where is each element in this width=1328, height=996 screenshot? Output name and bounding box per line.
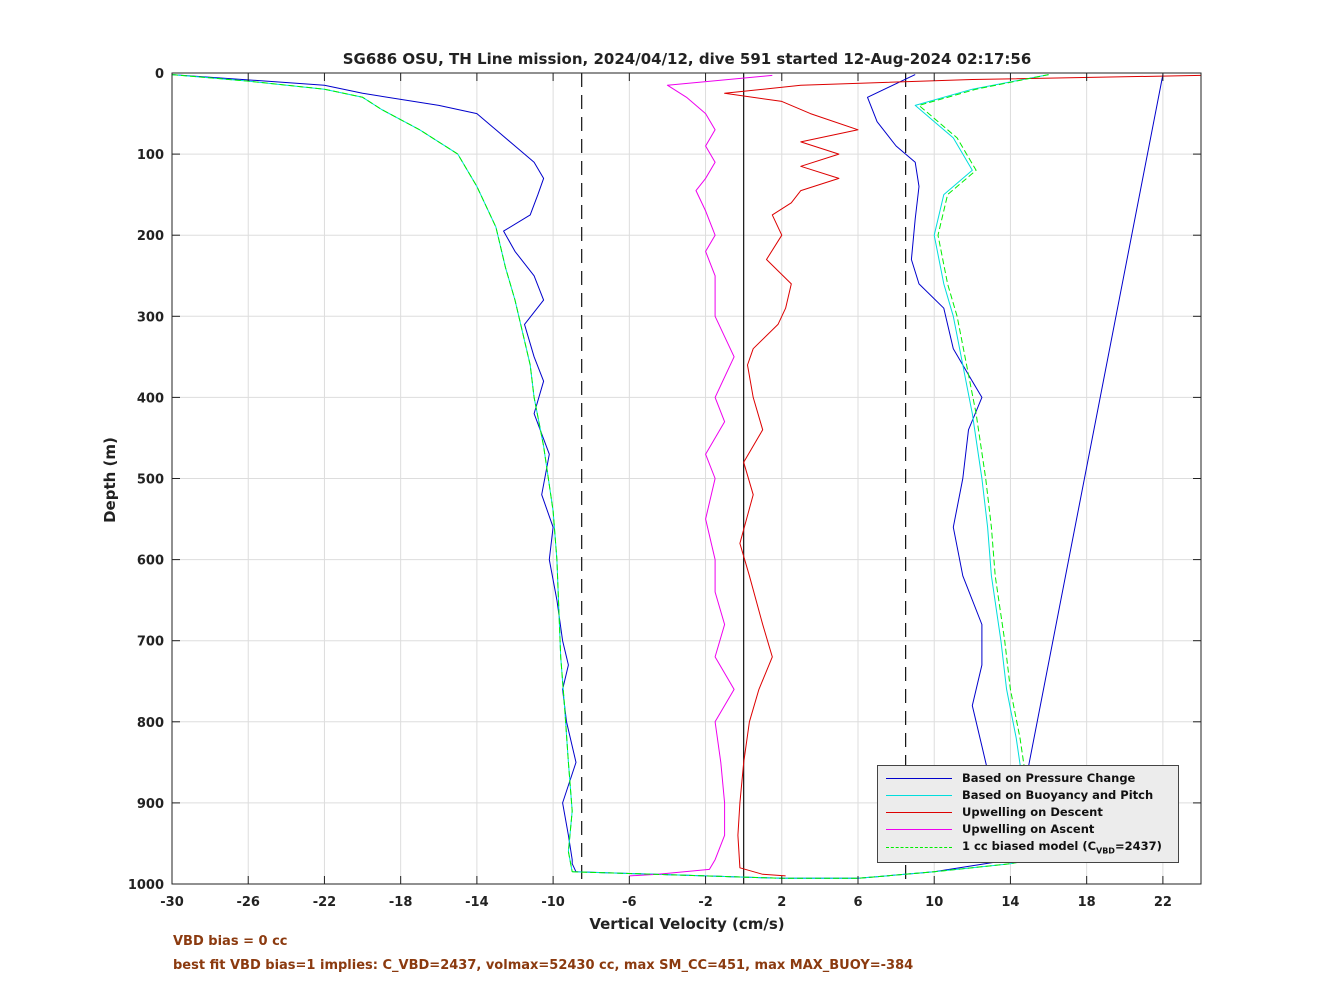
x-tick-label: -10 <box>541 895 565 910</box>
y-tick-label: 300 <box>137 310 164 325</box>
legend-entry-descent: Upwelling on Descent <box>886 804 1103 820</box>
series-line-3 <box>629 74 773 877</box>
series-line-1 <box>914 74 1049 860</box>
best-fit-note: best fit VBD bias=1 implies: C_VBD=2437,… <box>173 958 914 973</box>
y-axis-label: Depth (m) <box>101 437 119 523</box>
x-tick-label: -2 <box>698 895 712 910</box>
x-tick-label: -6 <box>622 895 636 910</box>
vbd-bias-note: VBD bias = 0 cc <box>173 934 288 949</box>
legend-label-buoyancy: Based on Buoyancy and Pitch <box>962 788 1154 802</box>
legend-label-model: 1 cc biased model (CVBD=2437) <box>962 838 1162 856</box>
y-tick-label: 200 <box>137 229 164 244</box>
x-tick-label: 2 <box>777 895 786 910</box>
legend-label-pressure: Based on Pressure Change <box>962 771 1136 785</box>
y-tick-label: 800 <box>137 716 164 731</box>
x-tick-label: 10 <box>925 895 943 910</box>
x-tick-label: -14 <box>465 895 489 910</box>
legend-swatch-buoyancy <box>886 794 952 796</box>
legend-entry-ascent: Upwelling on Ascent <box>886 821 1094 837</box>
y-tick-label: 700 <box>137 635 164 650</box>
y-tick-label: 600 <box>137 554 164 569</box>
series-line-4 <box>572 859 1034 879</box>
series-line-2 <box>724 74 1202 877</box>
chart-legend: Based on Pressure Change Based on Buoyan… <box>877 765 1179 863</box>
chart-title: SG686 OSU, TH Line mission, 2024/04/12, … <box>342 50 1032 68</box>
x-tick-label: 18 <box>1078 895 1096 910</box>
legend-swatch-model <box>886 846 952 848</box>
series-line-4 <box>171 74 573 872</box>
legend-swatch-descent <box>886 811 952 813</box>
legend-entry-buoyancy: Based on Buoyancy and Pitch <box>886 787 1153 803</box>
x-tick-label: -22 <box>313 895 337 910</box>
y-tick-label: 0 <box>155 67 164 82</box>
x-tick-label: 22 <box>1154 895 1172 910</box>
y-tick-label: 400 <box>137 391 164 406</box>
legend-entry-pressure: Based on Pressure Change <box>886 770 1135 786</box>
y-tick-label: 1000 <box>128 878 164 893</box>
y-tick-label: 500 <box>137 473 164 488</box>
legend-swatch-ascent <box>886 828 952 830</box>
x-axis-label: Vertical Velocity (cm/s) <box>589 915 785 933</box>
legend-swatch-pressure <box>886 777 952 779</box>
series-line-0 <box>171 74 577 873</box>
series-line-4 <box>918 74 1049 860</box>
x-tick-label: -30 <box>160 895 184 910</box>
legend-label-descent: Upwelling on Descent <box>962 805 1103 819</box>
x-tick-label: 14 <box>1001 895 1019 910</box>
x-tick-label: -26 <box>236 895 260 910</box>
y-tick-label: 900 <box>137 797 164 812</box>
series-line-0 <box>867 74 1011 860</box>
x-tick-label: -18 <box>389 895 413 910</box>
y-tick-label: 100 <box>137 148 164 163</box>
x-tick-label: 6 <box>853 895 862 910</box>
legend-entry-model: 1 cc biased model (CVBD=2437) <box>886 839 1162 855</box>
legend-label-ascent: Upwelling on Ascent <box>962 822 1095 836</box>
